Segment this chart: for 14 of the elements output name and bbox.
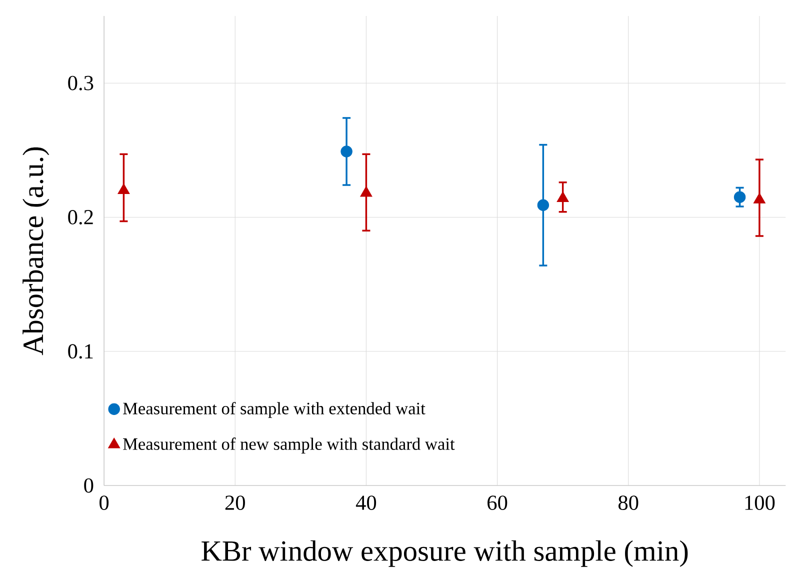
x-tick-label: 100 bbox=[745, 495, 775, 510]
x-tick-label: 40 bbox=[356, 495, 376, 510]
y-tick-label: 0 bbox=[84, 478, 94, 493]
x-tick-label: 80 bbox=[618, 495, 638, 510]
y-tick-label: 0.1 bbox=[68, 344, 93, 359]
y-tick-label: 0.2 bbox=[68, 210, 93, 224]
y-axis-title: Absorbance (a.u.) bbox=[22, 147, 50, 356]
y-tick-label: 0.3 bbox=[68, 76, 94, 90]
x-tick-label: 20 bbox=[225, 495, 245, 510]
x-tick-label: 0 bbox=[100, 495, 109, 510]
x-tick-label: 60 bbox=[488, 495, 508, 510]
x-axis-title: KBr window exposure with sample (min) bbox=[202, 540, 688, 567]
legend-label: Measurement of sample with extended wait bbox=[123, 402, 426, 418]
legend-label: Measurement of new sample with standard wait bbox=[123, 437, 455, 454]
